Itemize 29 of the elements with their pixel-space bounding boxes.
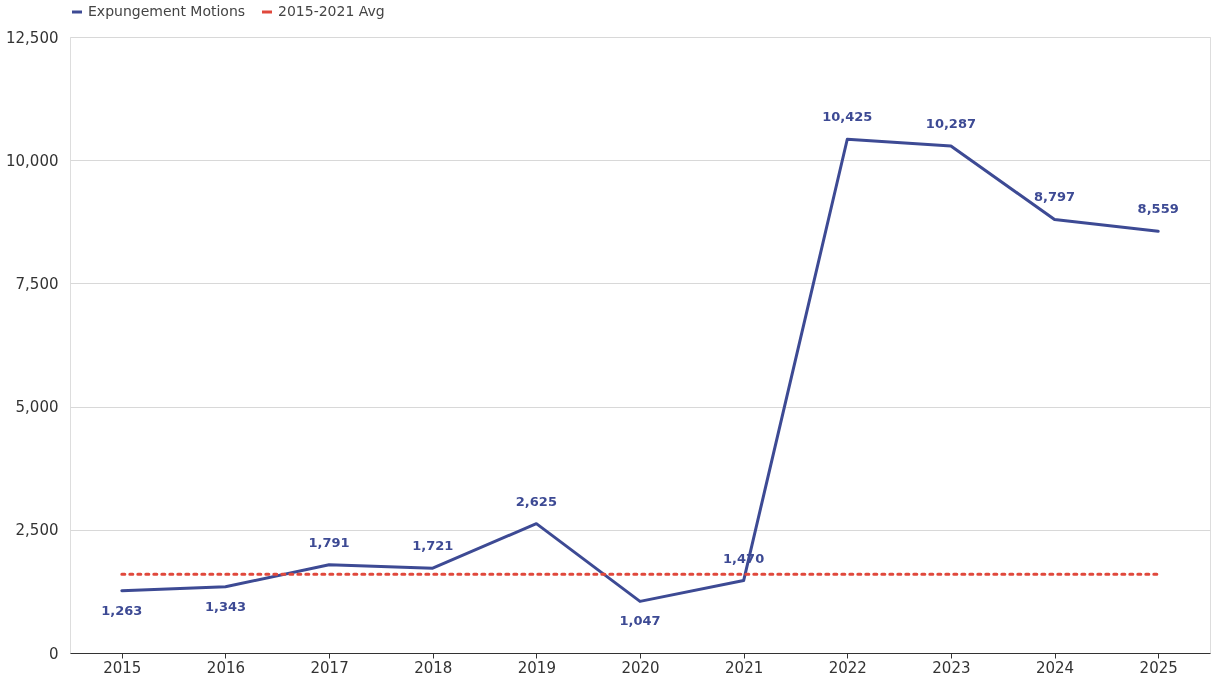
x-tick-label: 2025: [1139, 658, 1178, 677]
x-tick-label: 2018: [414, 658, 453, 677]
data-label: 8,797: [1033, 189, 1076, 205]
data-label: 10,425: [822, 109, 873, 125]
legend-label: 2015-2021 Avg: [278, 3, 385, 19]
x-tick-label: 2017: [310, 658, 349, 677]
y-tick-label: 0: [48, 644, 59, 663]
x-tick-label: 2015: [103, 658, 142, 677]
legend-label: Expungement Motions: [88, 3, 246, 19]
data-label: 1,721: [412, 538, 454, 554]
data-label: 2,625: [515, 493, 557, 509]
data-label: 1,791: [308, 534, 350, 550]
data-label: 1,343: [204, 598, 247, 614]
x-tick-label: 2023: [932, 658, 971, 677]
data-label: 8,559: [1137, 201, 1179, 217]
x-tick-label: 2024: [1035, 658, 1075, 677]
data-label: 1,047: [619, 613, 661, 629]
y-tick-label: 5,000: [15, 398, 59, 417]
x-tick-label: 2020: [621, 658, 660, 677]
y-tick-label: 2,500: [15, 521, 59, 540]
x-tick-label: 2019: [517, 658, 556, 677]
y-tick-label: 10,000: [6, 151, 59, 170]
data-label: 1,263: [101, 602, 143, 618]
y-tick-label: 12,500: [6, 28, 59, 47]
x-tick-label: 2022: [828, 658, 867, 677]
y-tick-label: 7,500: [15, 274, 59, 293]
x-tick-label: 2021: [725, 658, 764, 677]
data-label: 10,287: [925, 116, 976, 132]
x-tick-label: 2016: [206, 658, 246, 677]
